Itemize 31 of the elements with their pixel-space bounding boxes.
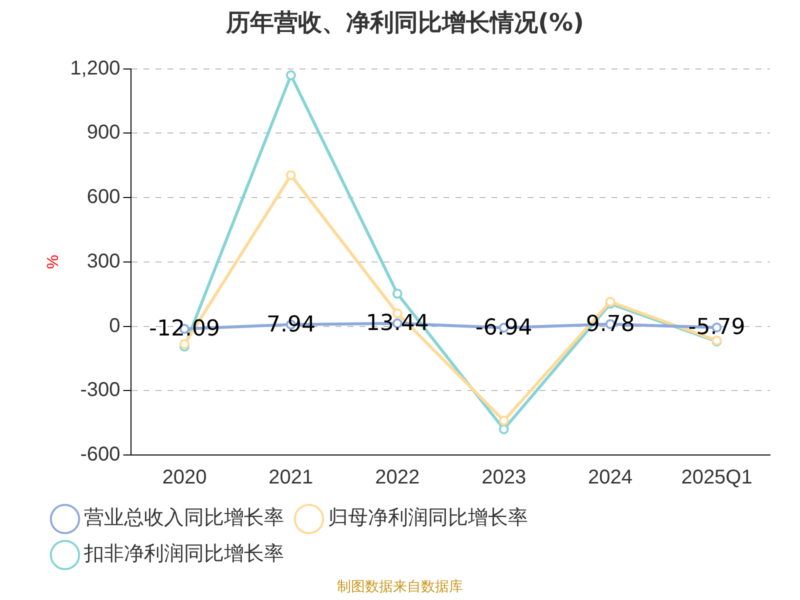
data-label: 7.94: [266, 312, 316, 338]
y-tick-label: 300: [86, 250, 120, 272]
data-label: -5.79: [688, 315, 746, 340]
legend-label: 扣非净利润同比增长率: [83, 541, 284, 566]
data-label: -12.09: [149, 316, 220, 342]
y-tick-label: 1,200: [70, 57, 120, 80]
point: [286, 70, 296, 80]
text: 制图数据来自数据库: [336, 578, 464, 596]
x-tick-label: 2024: [588, 466, 633, 489]
legend-label: 归母净利润同比增长率: [328, 505, 528, 530]
data-label: 9.78: [586, 312, 635, 337]
x-tick-label: 2023: [482, 466, 526, 489]
x-tick-label: 2022: [375, 466, 420, 489]
legend-label: 营业总收入同比增长率: [84, 505, 284, 530]
point: [498, 424, 509, 434]
y-tick-label: -300: [80, 379, 120, 402]
y-axis-title: %: [45, 254, 62, 270]
point: [392, 288, 402, 299]
x-tick-label: 2025Q1: [681, 466, 752, 489]
data-label: -6.94: [475, 315, 532, 340]
point: [179, 339, 190, 350]
point: [498, 416, 509, 426]
x-tick-label: 2021: [268, 466, 314, 489]
point: [286, 170, 296, 180]
y-tick-label: -600: [80, 444, 120, 466]
y-tick-label: 0: [109, 314, 120, 337]
x-tick-label: 2020: [162, 466, 207, 489]
y-tick-label: 900: [86, 122, 120, 144]
chart-title: 历年营收、净利同比增长情况(%): [225, 8, 584, 37]
data-label: 13.44: [366, 311, 429, 336]
y-tick-label: 600: [86, 186, 120, 208]
